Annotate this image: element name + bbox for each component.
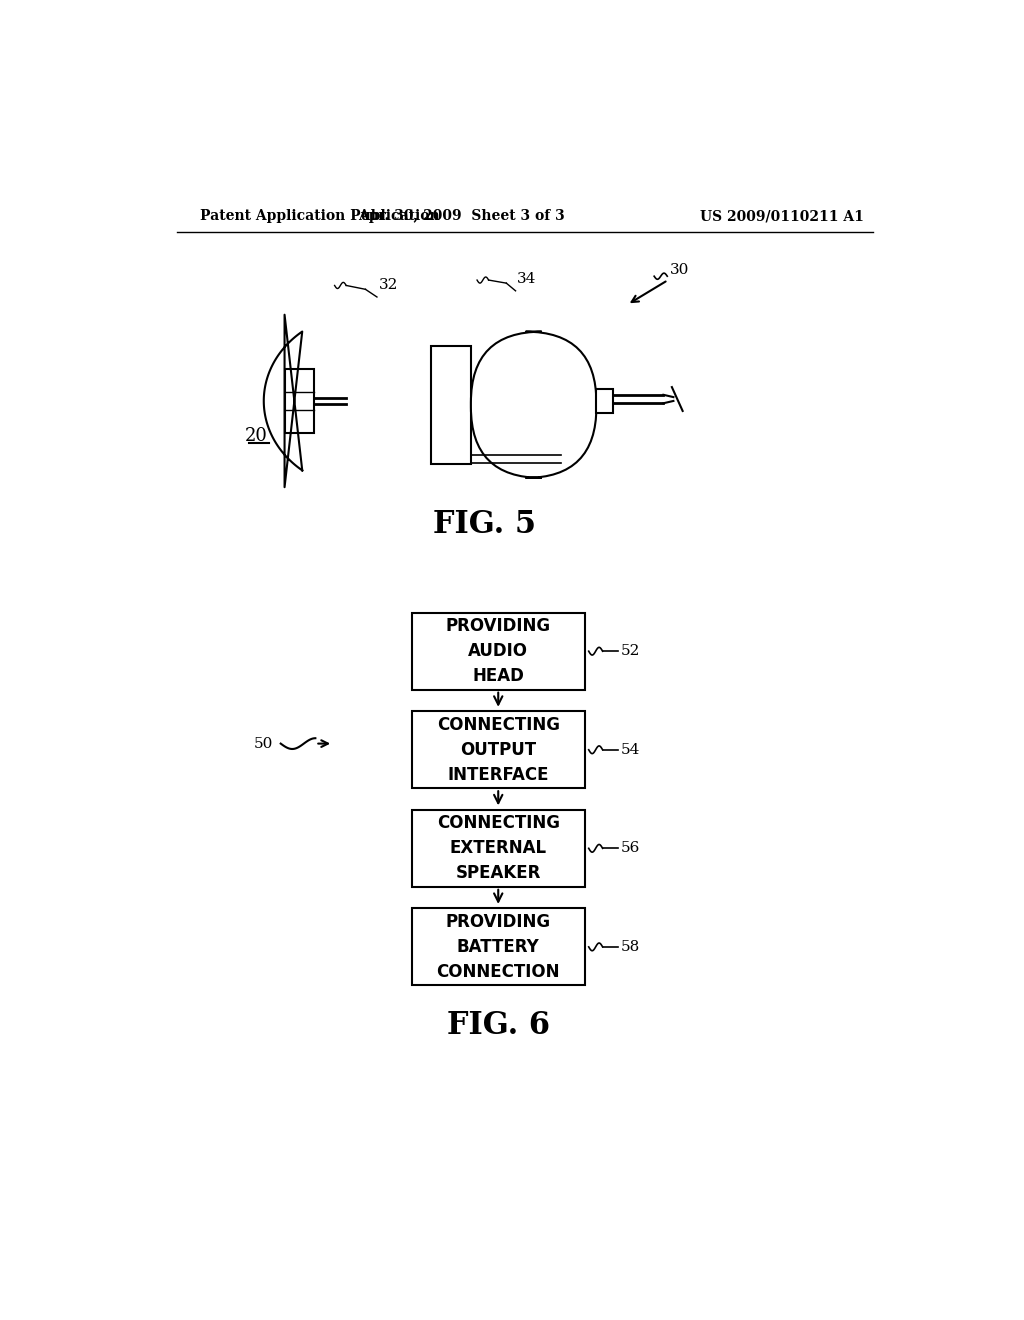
Text: CONNECTING
OUTPUT
INTERFACE: CONNECTING OUTPUT INTERFACE <box>436 715 560 784</box>
Text: CONNECTING
EXTERNAL
SPEAKER: CONNECTING EXTERNAL SPEAKER <box>436 814 560 882</box>
Text: 30: 30 <box>670 263 689 277</box>
Text: PROVIDING
AUDIO
HEAD: PROVIDING AUDIO HEAD <box>445 618 551 685</box>
Text: 56: 56 <box>621 841 640 855</box>
Text: 54: 54 <box>621 743 640 756</box>
Bar <box>412 810 585 887</box>
Text: FIG. 6: FIG. 6 <box>446 1010 550 1041</box>
FancyBboxPatch shape <box>471 331 596 478</box>
Text: 52: 52 <box>621 644 640 659</box>
Text: Patent Application Publication: Patent Application Publication <box>200 209 439 223</box>
Bar <box>412 908 585 985</box>
Text: Apr. 30, 2009  Sheet 3 of 3: Apr. 30, 2009 Sheet 3 of 3 <box>358 209 565 223</box>
Text: PROVIDING
BATTERY
CONNECTION: PROVIDING BATTERY CONNECTION <box>436 913 560 981</box>
Text: FIG. 5: FIG. 5 <box>433 508 537 540</box>
Bar <box>412 612 585 689</box>
Text: 58: 58 <box>621 940 640 954</box>
Text: 32: 32 <box>379 279 398 293</box>
Text: 50: 50 <box>254 737 273 751</box>
Text: 20: 20 <box>245 426 267 445</box>
Text: 34: 34 <box>517 272 537 286</box>
Bar <box>596 389 613 413</box>
Bar <box>412 711 585 788</box>
Text: US 2009/0110211 A1: US 2009/0110211 A1 <box>700 209 864 223</box>
Bar <box>285 368 313 433</box>
Bar <box>431 346 471 465</box>
